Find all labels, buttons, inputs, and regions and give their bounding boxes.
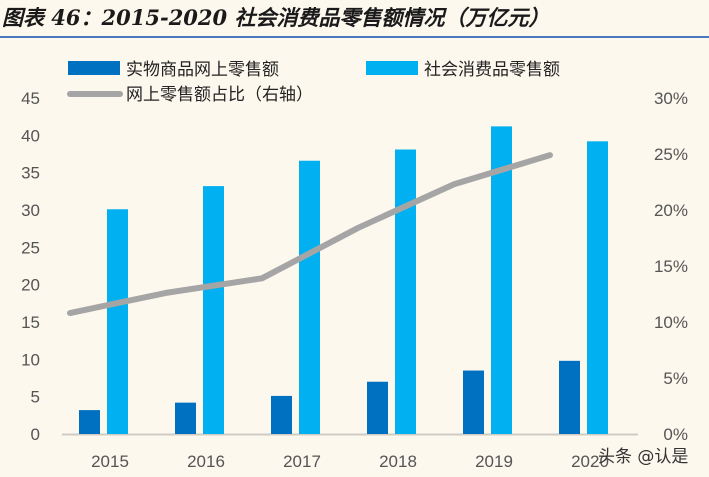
bar-total-retail xyxy=(107,209,128,434)
left-tick-label: 5 xyxy=(31,388,40,407)
bar-online-retail xyxy=(559,360,580,434)
bar-online-retail xyxy=(271,395,292,434)
x-tick-label: 2019 xyxy=(475,452,513,471)
legend-swatch-online-retail xyxy=(68,61,120,75)
legend-label-total-retail: 社会消费品零售额 xyxy=(424,60,560,80)
bar-total-retail xyxy=(395,149,416,434)
bar-total-retail xyxy=(299,160,320,434)
title-divider xyxy=(0,36,709,38)
left-tick-label: 25 xyxy=(21,238,40,257)
line-online-share xyxy=(67,152,553,317)
left-tick-label: 20 xyxy=(21,276,40,295)
right-tick-label: 15% xyxy=(654,257,688,276)
right-tick-label: 30% xyxy=(654,89,688,108)
left-tick-label: 40 xyxy=(21,126,40,145)
left-tick-label: 10 xyxy=(21,350,40,369)
bar-online-retail xyxy=(79,410,100,434)
x-tick-label: 2016 xyxy=(187,452,225,471)
left-tick-label: 35 xyxy=(21,164,40,183)
x-tick-label: 2018 xyxy=(379,452,417,471)
bar-online-retail xyxy=(367,381,388,434)
left-tick-label: 45 xyxy=(21,89,40,108)
chart-title: 图表 46：2015-2020 社会消费品零售额情况（万亿元） xyxy=(2,5,550,30)
bar-total-retail xyxy=(203,186,224,434)
x-tick-label: 2017 xyxy=(283,452,321,471)
left-tick-label: 15 xyxy=(21,313,40,332)
right-tick-label: 25% xyxy=(654,145,688,164)
legend-label-online-retail: 实物商品网上零售额 xyxy=(126,60,279,80)
left-tick-label: 30 xyxy=(21,201,40,220)
legend-label-online-share: 网上零售额占比（右轴） xyxy=(126,85,313,105)
right-tick-label: 5% xyxy=(663,369,688,388)
x-tick-label: 2015 xyxy=(91,452,129,471)
right-tick-label: 10% xyxy=(654,313,688,332)
left-tick-label: 0 xyxy=(31,425,40,444)
right-tick-label: 20% xyxy=(654,201,688,220)
bar-total-retail xyxy=(491,126,512,434)
watermark: 头条 @认是 xyxy=(598,447,689,467)
legend-swatch-total-retail xyxy=(366,61,418,75)
x-tick-label: 2020 xyxy=(571,452,609,471)
bar-total-retail xyxy=(587,141,608,434)
bar-online-retail xyxy=(463,370,484,434)
right-tick-label: 0% xyxy=(663,425,688,444)
bar-online-retail xyxy=(175,402,196,434)
